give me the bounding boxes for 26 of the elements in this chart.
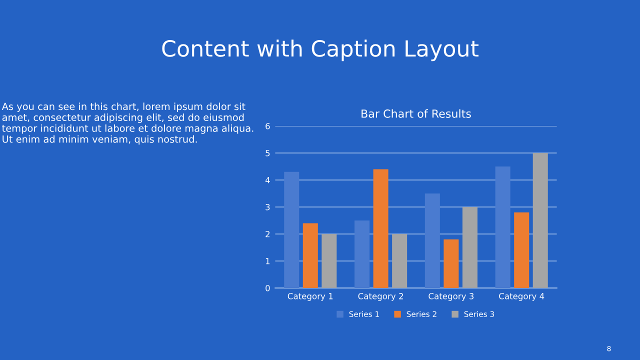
bar [373, 169, 388, 288]
y-tick-label: 1 [266, 258, 270, 264]
x-tick-label: Category 4 [499, 293, 544, 301]
bar [284, 172, 300, 288]
bar [392, 234, 408, 288]
y-tick-label: 3 [266, 204, 270, 210]
y-tick-label: 2 [266, 230, 270, 238]
bar [462, 207, 478, 288]
text: As you can see in this chart, lorem ipsum dolor sit amet, consectetur adipiscing elit, sed do eiusmod tempor incididunt ut labore et dolore magna aliqua. Ut enim ad minim veniam, quis nostrud. [2, 102, 254, 145]
y-tick-label: 5 [266, 150, 270, 156]
x-tick-label: Category 1 [288, 293, 333, 301]
bar [302, 223, 318, 288]
bar [444, 239, 459, 288]
x-tick-label: Category 3 [428, 293, 474, 301]
bar [532, 153, 548, 288]
bar [322, 234, 337, 288]
bar [354, 220, 370, 288]
y-tick-label: 0 [266, 284, 270, 292]
chart-title: Bar Chart of Results [362, 109, 471, 118]
bar [514, 212, 530, 288]
x-tick-label: Category 2 [358, 293, 403, 301]
y-tick-label: 4 [265, 177, 270, 184]
bar [495, 166, 510, 288]
text: Content with Caption Layout [162, 40, 479, 62]
y-tick-label: 6 [266, 122, 270, 130]
bar [424, 194, 440, 288]
